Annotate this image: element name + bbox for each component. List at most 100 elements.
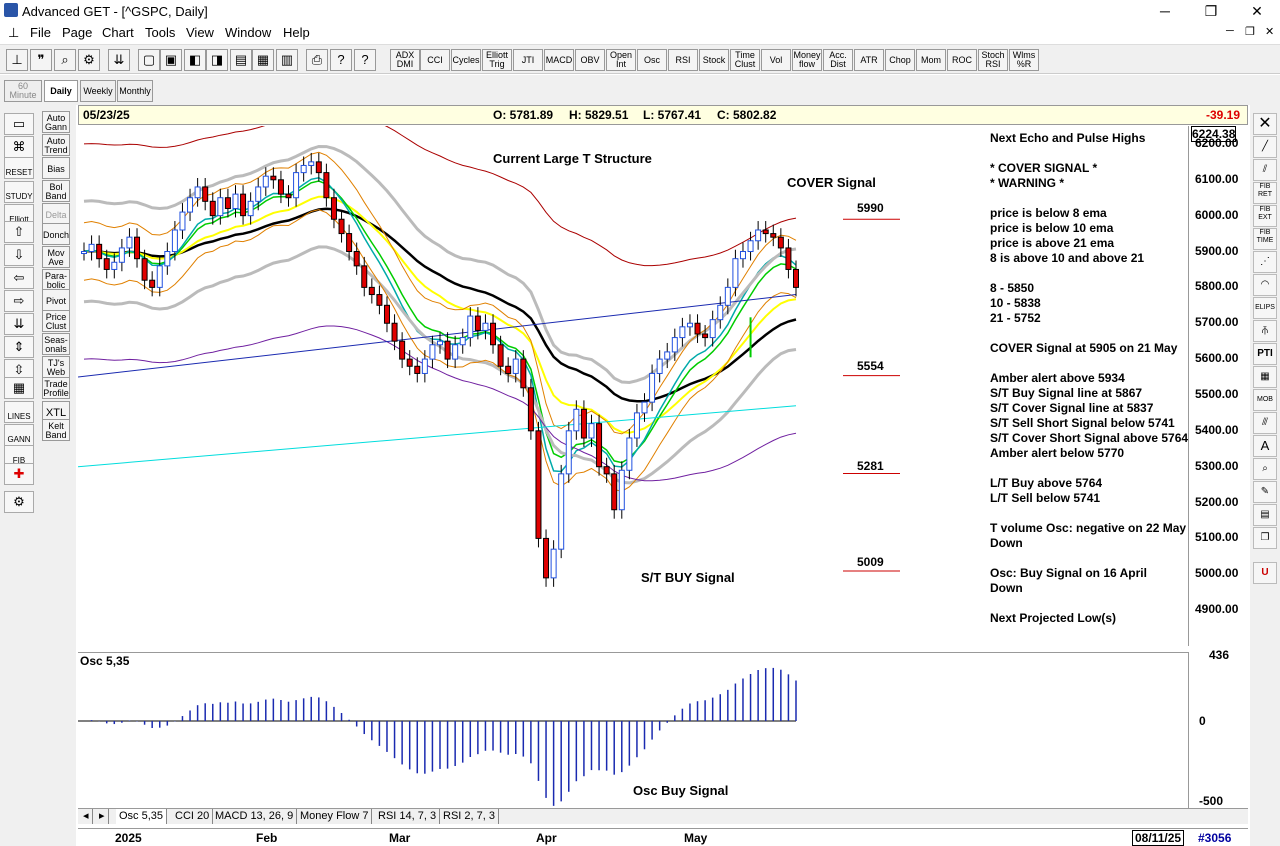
- study-button[interactable]: STUDY: [4, 181, 34, 203]
- tab-moneyflow[interactable]: Money Flow 7: [297, 809, 373, 824]
- pitchfork-icon[interactable]: ⫚: [1253, 320, 1277, 342]
- ellipse-icon[interactable]: ELIPS: [1253, 297, 1277, 319]
- price-chart[interactable]: Current Large T Structure COVER Signal S…: [78, 126, 1188, 646]
- pti-icon[interactable]: PTI: [1253, 343, 1277, 365]
- auto-trend-button[interactable]: Auto Trend: [42, 134, 70, 156]
- fan-icon[interactable]: ⋰: [1253, 251, 1277, 273]
- help-icon[interactable]: ?: [330, 49, 352, 71]
- print-icon[interactable]: ⎙: [306, 49, 328, 71]
- mdi-close-icon[interactable]: ✕: [1265, 26, 1275, 38]
- close-button[interactable]: ✕: [1251, 3, 1263, 19]
- kelt-band-button[interactable]: Kelt Band: [42, 419, 70, 441]
- page-fwd-icon[interactable]: ◨: [206, 49, 228, 71]
- tb-rsi[interactable]: RSI: [668, 49, 698, 71]
- tab-scroll-right[interactable]: ▸: [96, 809, 109, 824]
- close-chart-icon[interactable]: ✕: [1253, 113, 1277, 135]
- new-page-icon[interactable]: ▢: [138, 49, 160, 71]
- period-60-minute[interactable]: 60 Minute: [4, 80, 42, 102]
- bol-band-button[interactable]: Bol Band: [42, 180, 70, 202]
- donch-button[interactable]: Donch: [42, 223, 70, 245]
- tb-elliott[interactable]: Elliott Trig: [482, 49, 512, 71]
- mov-ave-button[interactable]: Mov Ave: [42, 246, 70, 268]
- auto-gann-button[interactable]: Auto Gann: [42, 111, 70, 133]
- trade-profile-button[interactable]: Trade Profile: [42, 377, 70, 399]
- pin-icon[interactable]: ⊥: [8, 25, 20, 40]
- tab-rsi2[interactable]: RSI 2, 7, 3: [440, 809, 499, 824]
- fib-ext-icon[interactable]: FIB EXT: [1253, 205, 1277, 227]
- menu-page[interactable]: Page: [62, 25, 93, 40]
- period-daily[interactable]: Daily: [44, 80, 78, 102]
- minimize-button[interactable]: ─: [1160, 3, 1170, 19]
- grid-tool-icon[interactable]: ▦: [1253, 366, 1277, 388]
- period-monthly[interactable]: Monthly: [117, 80, 153, 102]
- price-clust-button[interactable]: Price Clust: [42, 310, 70, 332]
- settings-icon[interactable]: ⚙: [4, 491, 34, 513]
- pivot-button[interactable]: Pivot: [42, 289, 70, 311]
- tab-macd[interactable]: MACD 13, 26, 9: [212, 809, 298, 824]
- tab-scroll-left[interactable]: ◂: [80, 809, 93, 824]
- download-icon[interactable]: ⇊: [108, 49, 130, 71]
- seasonals-button[interactable]: Seas- onals: [42, 333, 70, 355]
- tb-moneyflow[interactable]: Money flow: [792, 49, 822, 71]
- mdi-restore-icon[interactable]: ❐: [1245, 26, 1255, 38]
- mob-icon[interactable]: MOB: [1253, 389, 1277, 411]
- tb-cci[interactable]: CCI: [420, 49, 450, 71]
- expand-icon[interactable]: ⇕: [4, 336, 34, 358]
- tb-chop[interactable]: Chop: [885, 49, 915, 71]
- gann-button[interactable]: GANN: [4, 424, 34, 446]
- menu-file[interactable]: File: [30, 25, 51, 40]
- maximize-button[interactable]: ❐: [1204, 3, 1218, 19]
- arrow-down-icon[interactable]: ⇩: [4, 244, 34, 266]
- tb-obv[interactable]: OBV: [575, 49, 605, 71]
- mdi-minimize-icon[interactable]: ─: [1226, 25, 1234, 37]
- tb-timeclust[interactable]: Time Clust: [730, 49, 760, 71]
- tb-wlmsr[interactable]: Wlms %R: [1009, 49, 1039, 71]
- grid-icon[interactable]: ▦: [4, 377, 34, 399]
- page-close-icon[interactable]: ▦: [252, 49, 274, 71]
- tb-jti[interactable]: JTI: [513, 49, 543, 71]
- save-icon[interactable]: ▣: [160, 49, 182, 71]
- fib-time-icon[interactable]: FIB TIME: [1253, 228, 1277, 250]
- tool-icon[interactable]: ⚙: [78, 49, 100, 71]
- menu-tools[interactable]: Tools: [145, 25, 176, 40]
- text-tool-icon[interactable]: A: [1253, 435, 1277, 457]
- page-copy-icon[interactable]: ▤: [230, 49, 252, 71]
- tjs-web-button[interactable]: TJ's Web: [42, 356, 70, 378]
- tab-cci[interactable]: CCI 20: [172, 809, 214, 824]
- gann-icon[interactable]: ⌘: [4, 136, 34, 158]
- delta-button[interactable]: Delta: [42, 203, 70, 225]
- channel-tool-icon[interactable]: ⫽: [1253, 159, 1277, 181]
- tb-accdist[interactable]: Acc. Dist: [823, 49, 853, 71]
- tb-adx[interactable]: ADX DMI: [390, 49, 420, 71]
- scale-icon[interactable]: ⇳: [4, 359, 34, 381]
- tb-stochrsi[interactable]: Stoch RSI: [978, 49, 1008, 71]
- arrow-left-icon[interactable]: ⇦: [4, 267, 34, 289]
- arc-icon[interactable]: ◠: [1253, 274, 1277, 296]
- tb-roc[interactable]: ROC: [947, 49, 977, 71]
- cursor-icon[interactable]: ⊥: [6, 49, 28, 71]
- speed-lines-icon[interactable]: ⫻: [1253, 412, 1277, 434]
- menu-window[interactable]: Window: [225, 25, 272, 40]
- eraser-icon[interactable]: ✎: [1253, 481, 1277, 503]
- tb-atr[interactable]: ATR: [854, 49, 884, 71]
- page-export-icon[interactable]: ▥: [276, 49, 298, 71]
- reset-button[interactable]: RESET: [4, 157, 34, 179]
- page-back-icon[interactable]: ◧: [184, 49, 206, 71]
- copy-icon[interactable]: ❐: [1253, 527, 1277, 549]
- line-tool-icon[interactable]: ╱: [1253, 136, 1277, 158]
- tab-osc[interactable]: Osc 5,35: [116, 809, 168, 824]
- tb-macd[interactable]: MACD: [544, 49, 574, 71]
- parabolic-button[interactable]: Para- bolic: [42, 269, 70, 291]
- magnet-icon[interactable]: U: [1253, 562, 1277, 584]
- folder-icon[interactable]: ▭: [4, 113, 34, 135]
- tb-cycles[interactable]: Cycles: [451, 49, 481, 71]
- tb-mom[interactable]: Mom: [916, 49, 946, 71]
- tb-openint[interactable]: Open Int: [606, 49, 636, 71]
- context-help-icon[interactable]: ?: [354, 49, 376, 71]
- arrow-right-icon[interactable]: ⇨: [4, 290, 34, 312]
- compress-icon[interactable]: ⇊: [4, 313, 34, 335]
- tab-rsi14[interactable]: RSI 14, 7, 3: [375, 809, 441, 824]
- tb-vol[interactable]: Vol: [761, 49, 791, 71]
- menu-view[interactable]: View: [186, 25, 214, 40]
- layers-icon[interactable]: ▤: [1253, 504, 1277, 526]
